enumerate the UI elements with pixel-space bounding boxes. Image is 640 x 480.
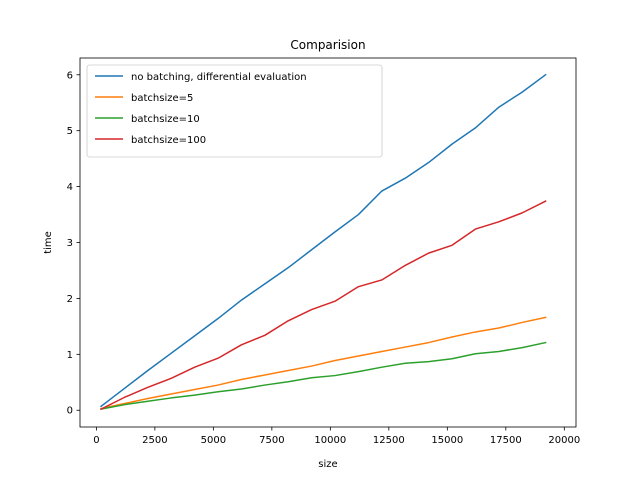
x-tick-label: 7500 xyxy=(259,435,284,446)
legend-label-1: no batching, differential evaluation xyxy=(131,72,307,83)
x-tick-label: 5000 xyxy=(201,435,226,446)
series-line-3 xyxy=(100,341,547,410)
x-tick-label: 2500 xyxy=(142,435,167,446)
legend-label-4: batchsize=100 xyxy=(131,135,206,146)
x-tick-label: 20000 xyxy=(548,435,580,446)
x-tick-label: 10000 xyxy=(314,435,346,446)
x-tick-label: 15000 xyxy=(431,435,463,446)
x-axis-label: size xyxy=(318,459,337,470)
y-tick-label: 1 xyxy=(67,350,73,361)
series-line-1 xyxy=(100,73,547,408)
y-tick-label: 6 xyxy=(67,70,73,81)
series-line-4 xyxy=(100,200,547,411)
chart-title: Comparision xyxy=(290,38,365,52)
legend: no batching, differential evaluation batc… xyxy=(86,64,383,158)
x-tick-label: 12500 xyxy=(373,435,405,446)
y-tick-label: 5 xyxy=(67,126,73,137)
legend-box xyxy=(86,64,383,158)
legend-label-2: batchsize=5 xyxy=(131,93,193,104)
y-tick-label: 3 xyxy=(67,238,73,249)
series-layer xyxy=(100,73,547,411)
y-tick-label: 2 xyxy=(67,294,73,305)
y-axis-label: time xyxy=(43,231,54,254)
legend-label-3: batchsize=10 xyxy=(131,114,200,125)
y-tick-label: 4 xyxy=(67,182,73,193)
x-tick-label: 0 xyxy=(93,435,99,446)
y-tick-label: 0 xyxy=(67,406,73,417)
axes-layer: 0 2500 5000 7500 10000 12500 15000 17500 20000 0 1… xyxy=(67,57,580,446)
series-line-2 xyxy=(100,316,547,410)
x-tick-label: 17500 xyxy=(490,435,522,446)
